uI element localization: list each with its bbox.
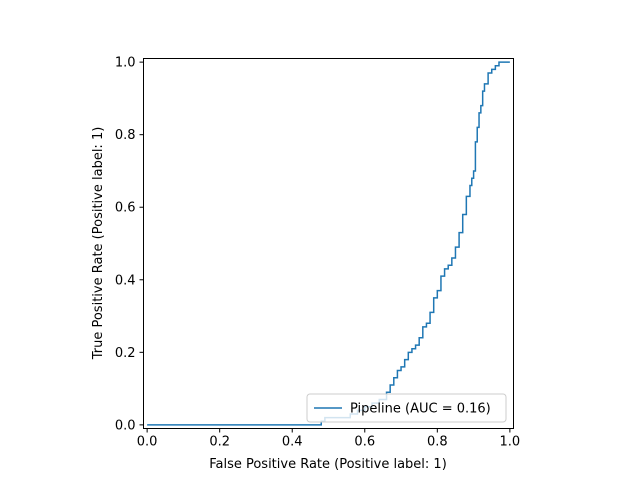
x-tick-label: 0.6 bbox=[354, 435, 375, 450]
x-axis-ticks: 0.0 0.2 0.4 0.6 0.8 1.0 bbox=[137, 428, 521, 450]
x-tick-label: 0.2 bbox=[209, 435, 230, 450]
y-tick-label: 0.4 bbox=[115, 273, 136, 288]
legend-label: Pipeline (AUC = 0.16) bbox=[350, 402, 491, 417]
x-axis-label: False Positive Rate (Positive label: 1) bbox=[209, 457, 447, 472]
y-tick-label: 0.0 bbox=[115, 418, 136, 433]
y-tick-label: 0.8 bbox=[115, 128, 136, 143]
y-tick-label: 0.2 bbox=[115, 346, 136, 361]
legend-frame bbox=[306, 393, 507, 423]
y-tick-label: 0.6 bbox=[115, 201, 136, 216]
y-axis-label: True Positive Rate (Positive label: 1) bbox=[91, 127, 106, 361]
x-tick-label: 0.0 bbox=[137, 435, 158, 450]
y-axis-ticks: 0.0 0.2 0.4 0.6 0.8 1.0 bbox=[115, 56, 144, 433]
x-tick-label: 1.0 bbox=[500, 435, 521, 450]
legend: Pipeline (AUC = 0.16) bbox=[306, 393, 507, 423]
x-tick-label: 0.4 bbox=[282, 435, 303, 450]
y-tick-label: 1.0 bbox=[115, 56, 136, 71]
x-tick-label: 0.8 bbox=[427, 435, 448, 450]
axes-frame bbox=[143, 58, 514, 429]
